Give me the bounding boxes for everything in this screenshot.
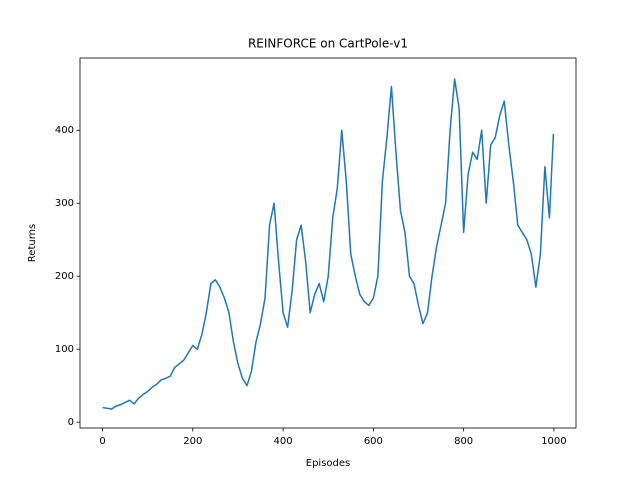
- chart-title: REINFORCE on CartPole-v1: [248, 37, 408, 51]
- y-tick-label: 200: [55, 271, 74, 282]
- x-axis-label: Episodes: [306, 458, 350, 469]
- y-tick-label: 100: [55, 344, 74, 355]
- x-tick-label: 200: [183, 436, 202, 447]
- x-tick-label: 600: [364, 436, 383, 447]
- x-tick-label: 800: [454, 436, 473, 447]
- y-axis-label: Returns: [27, 224, 38, 262]
- line: [102, 78, 555, 410]
- plot-area: [80, 58, 576, 428]
- y-tick-label: 0: [68, 417, 74, 428]
- x-tick-label: 1000: [541, 436, 566, 447]
- y-tick-label: 300: [55, 198, 74, 209]
- x-tick-label: 400: [274, 436, 293, 447]
- x-tick-label: 0: [99, 436, 105, 447]
- y-tick-label: 400: [55, 125, 74, 136]
- axes-frame: [79, 57, 577, 429]
